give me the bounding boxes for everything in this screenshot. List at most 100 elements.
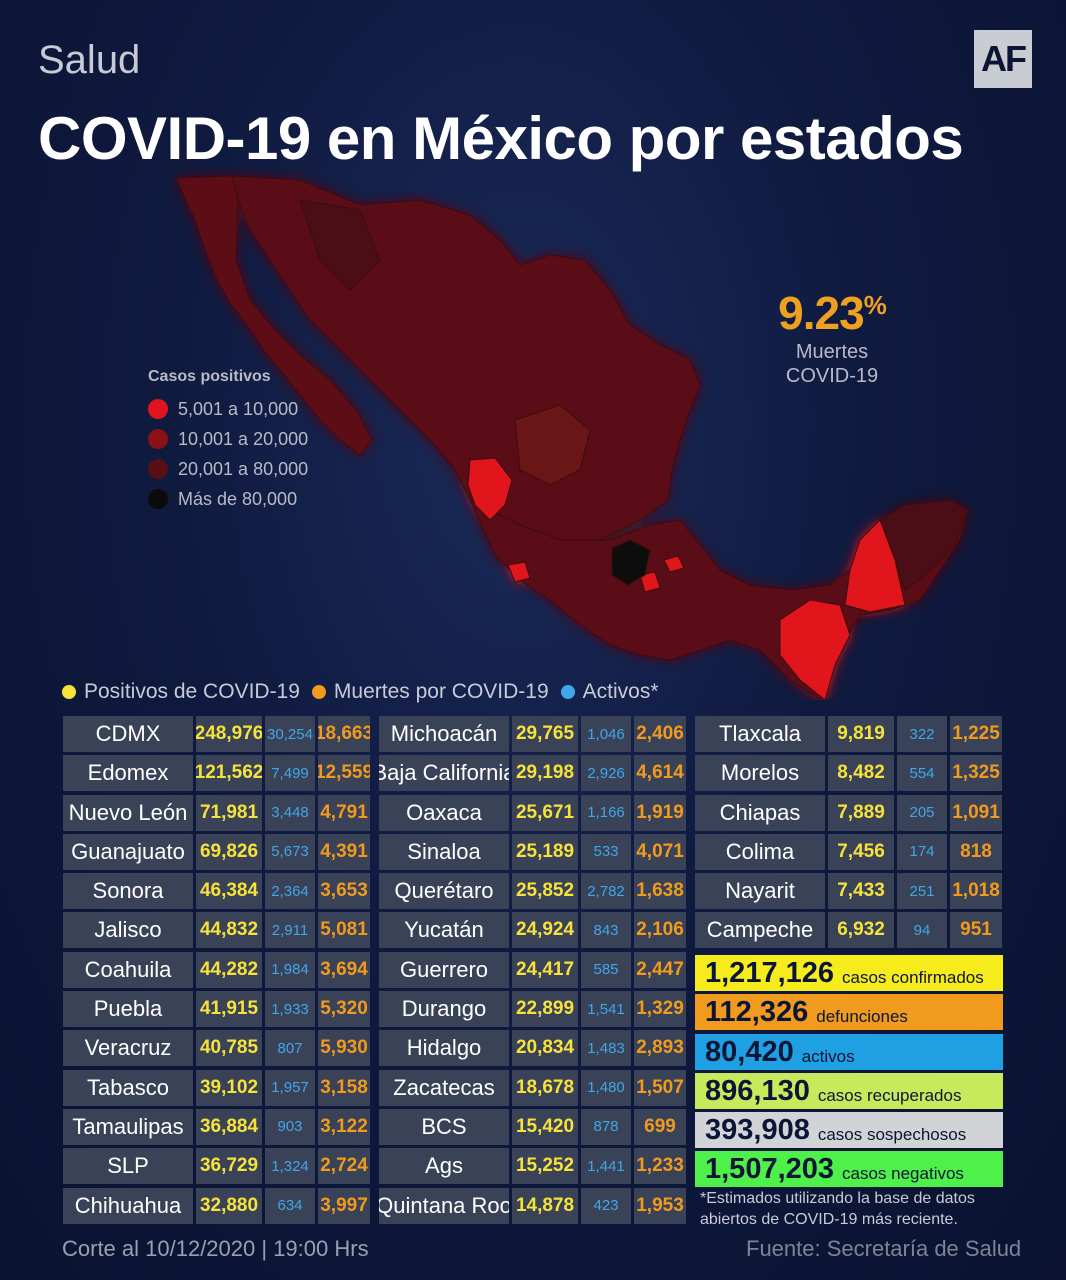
muertes-value: 5,930 <box>318 1030 370 1067</box>
total-number: 896,130 <box>705 1074 810 1107</box>
mexico-map <box>175 175 969 700</box>
positivos-value: 15,252 <box>512 1148 578 1185</box>
positivos-value: 39,102 <box>196 1069 262 1106</box>
muertes-value: 2,893 <box>634 1030 686 1067</box>
national-totals: 1,217,126 casos confirmados 112,326 defunci… <box>695 955 1003 1191</box>
activos-value: 1,166 <box>581 794 631 831</box>
activos-value: 1,441 <box>581 1148 631 1185</box>
total-number: 393,908 <box>705 1114 810 1147</box>
state-name: Sinaloa <box>379 833 509 870</box>
positivos-value: 7,889 <box>828 794 894 831</box>
section-label: Salud <box>38 38 141 82</box>
state-name: Morelos <box>695 755 825 792</box>
muertes-value: 1,919 <box>634 794 686 831</box>
baja-california-peninsula <box>175 175 373 456</box>
muertes-value: 3,997 <box>318 1187 370 1224</box>
table-row: Guanajuato 69,826 5,673 4,391 <box>63 833 370 870</box>
positivos-value: 36,729 <box>196 1148 262 1185</box>
state-name: Zacatecas <box>379 1069 509 1106</box>
muertes-value: 1,329 <box>634 991 686 1028</box>
legend-dot <box>148 459 168 479</box>
positivos-value: 121,562 <box>196 755 262 792</box>
table-row: Michoacán 29,765 1,046 2,406 <box>379 716 686 752</box>
positivos-value: 20,834 <box>512 1030 578 1067</box>
positivos-value: 8,482 <box>828 755 894 792</box>
activos-value: 1,483 <box>581 1030 631 1067</box>
activos-value: 30,254 <box>265 716 315 752</box>
key-positivos: Positivos de COVID-19 <box>62 680 300 704</box>
activos-value: 423 <box>581 1187 631 1224</box>
legend-label: 20,001 a 80,000 <box>178 458 309 479</box>
activos-value: 2,926 <box>581 755 631 792</box>
state-name: Guanajuato <box>63 833 193 870</box>
activos-value: 2,911 <box>265 912 315 949</box>
state-name: Edomex <box>63 755 193 792</box>
mortality-unit: % <box>863 290 887 320</box>
table-row: Campeche 6,932 94 951 <box>695 912 1002 949</box>
state-name: Nuevo León <box>63 794 193 831</box>
mortality-value: 9.23% <box>770 286 894 340</box>
legend-item: Más de 80,000 <box>148 484 308 514</box>
muertes-value: 4,071 <box>634 833 686 870</box>
positivos-value: 6,932 <box>828 912 894 949</box>
activos-value: 1,933 <box>265 991 315 1028</box>
table-row: Baja California 29,198 2,926 4,614 <box>379 755 686 792</box>
muertes-value: 1,018 <box>950 873 1002 910</box>
activos-value: 1,984 <box>265 951 315 988</box>
positivos-value: 25,671 <box>512 794 578 831</box>
positivos-value: 41,915 <box>196 991 262 1028</box>
muertes-value: 4,391 <box>318 833 370 870</box>
positivos-value: 25,852 <box>512 873 578 910</box>
legend-item: 20,001 a 80,000 <box>148 454 308 484</box>
total-box: 1,217,126 casos confirmados <box>695 955 1003 991</box>
muertes-value: 4,791 <box>318 794 370 831</box>
state-name: Chihuahua <box>63 1187 193 1224</box>
state-name: Coahuila <box>63 951 193 988</box>
activos-value: 1,957 <box>265 1069 315 1106</box>
state-name: CDMX <box>63 716 193 752</box>
af-logo: AF <box>974 30 1032 88</box>
activos-value: 585 <box>581 951 631 988</box>
muertes-value: 1,953 <box>634 1187 686 1224</box>
total-box: 1,507,203 casos negativos <box>695 1151 1003 1188</box>
table-row: CDMX 248,976 30,254 18,663 <box>63 716 370 752</box>
activos-value: 322 <box>897 716 947 752</box>
total-number: 112,326 <box>705 996 809 1029</box>
table-row: Quintana Roo 14,878 423 1,953 <box>379 1187 686 1224</box>
activos-value: 2,782 <box>581 873 631 910</box>
positivos-value: 22,899 <box>512 991 578 1028</box>
state-name: BCS <box>379 1108 509 1145</box>
table-row: Sinaloa 25,189 533 4,071 <box>379 833 686 870</box>
state-morelos <box>639 571 661 593</box>
total-label: casos negativos <box>842 1164 964 1184</box>
total-number: 1,507,203 <box>705 1153 835 1186</box>
positivos-value: 71,981 <box>196 794 262 831</box>
state-name: Puebla <box>63 991 193 1028</box>
positivos-value: 15,420 <box>512 1108 578 1145</box>
activos-value: 533 <box>581 833 631 870</box>
state-edomex <box>611 539 651 586</box>
total-label: casos recuperados <box>817 1085 962 1105</box>
positivos-value: 29,198 <box>512 755 578 792</box>
muertes-value: 699 <box>634 1108 686 1145</box>
legend-label: 10,001 a 20,000 <box>178 428 309 449</box>
table-row: Chihuahua 32,880 634 3,997 <box>63 1187 370 1224</box>
activos-value: 843 <box>581 912 631 949</box>
state-name: Sonora <box>63 873 193 910</box>
activos-value: 2,364 <box>265 873 315 910</box>
muertes-value: 1,225 <box>950 716 1002 752</box>
positivos-value: 32,880 <box>196 1187 262 1224</box>
map-legend: Casos positivos 5,001 a 10,000 10,001 a … <box>148 368 308 514</box>
state-tlaxcala <box>663 555 685 573</box>
muertes-value: 818 <box>950 833 1002 870</box>
state-name: Colima <box>695 833 825 870</box>
mortality-stat: 9.23% Muertes COVID-19 <box>770 286 894 388</box>
muertes-value: 3,158 <box>318 1069 370 1106</box>
legend-dot <box>148 489 168 509</box>
muertes-value: 1,507 <box>634 1069 686 1106</box>
positivos-value: 14,878 <box>512 1187 578 1224</box>
state-name: Hidalgo <box>379 1030 509 1067</box>
state-table-col-3: Tlaxcala 9,819 322 1,225 Morelos 8,482 554 1,32… <box>695 716 1002 952</box>
page-title: COVID-19 en México por estados <box>38 105 964 172</box>
activos-value: 634 <box>265 1187 315 1224</box>
